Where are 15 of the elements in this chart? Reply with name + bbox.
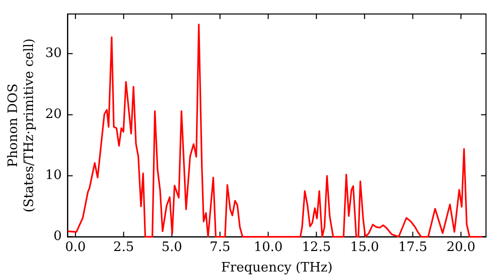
x-tick-label: 5.0 bbox=[161, 240, 182, 255]
x-tick-label: 2.5 bbox=[113, 240, 134, 255]
y-tick-label: 10 bbox=[45, 168, 62, 184]
y-tick-label: 20 bbox=[45, 107, 62, 122]
x-tick-label: 0.0 bbox=[65, 240, 86, 255]
x-axis-title: Frequency (THz) bbox=[221, 260, 333, 276]
y-tick-label: 0 bbox=[53, 229, 62, 244]
x-tick-label: 15.0 bbox=[350, 240, 380, 255]
x-tick-label: 10.0 bbox=[254, 240, 283, 255]
x-tick-label: 17.5 bbox=[398, 240, 428, 255]
x-tick-label: 20.0 bbox=[446, 240, 476, 255]
x-tick-label: 7.5 bbox=[210, 240, 230, 255]
y-tick-label: 30 bbox=[45, 46, 62, 62]
y-axis-title: Phonon DOS (States/THz·primitive cell) bbox=[6, 38, 37, 212]
x-tick-label: 12.5 bbox=[302, 240, 331, 255]
